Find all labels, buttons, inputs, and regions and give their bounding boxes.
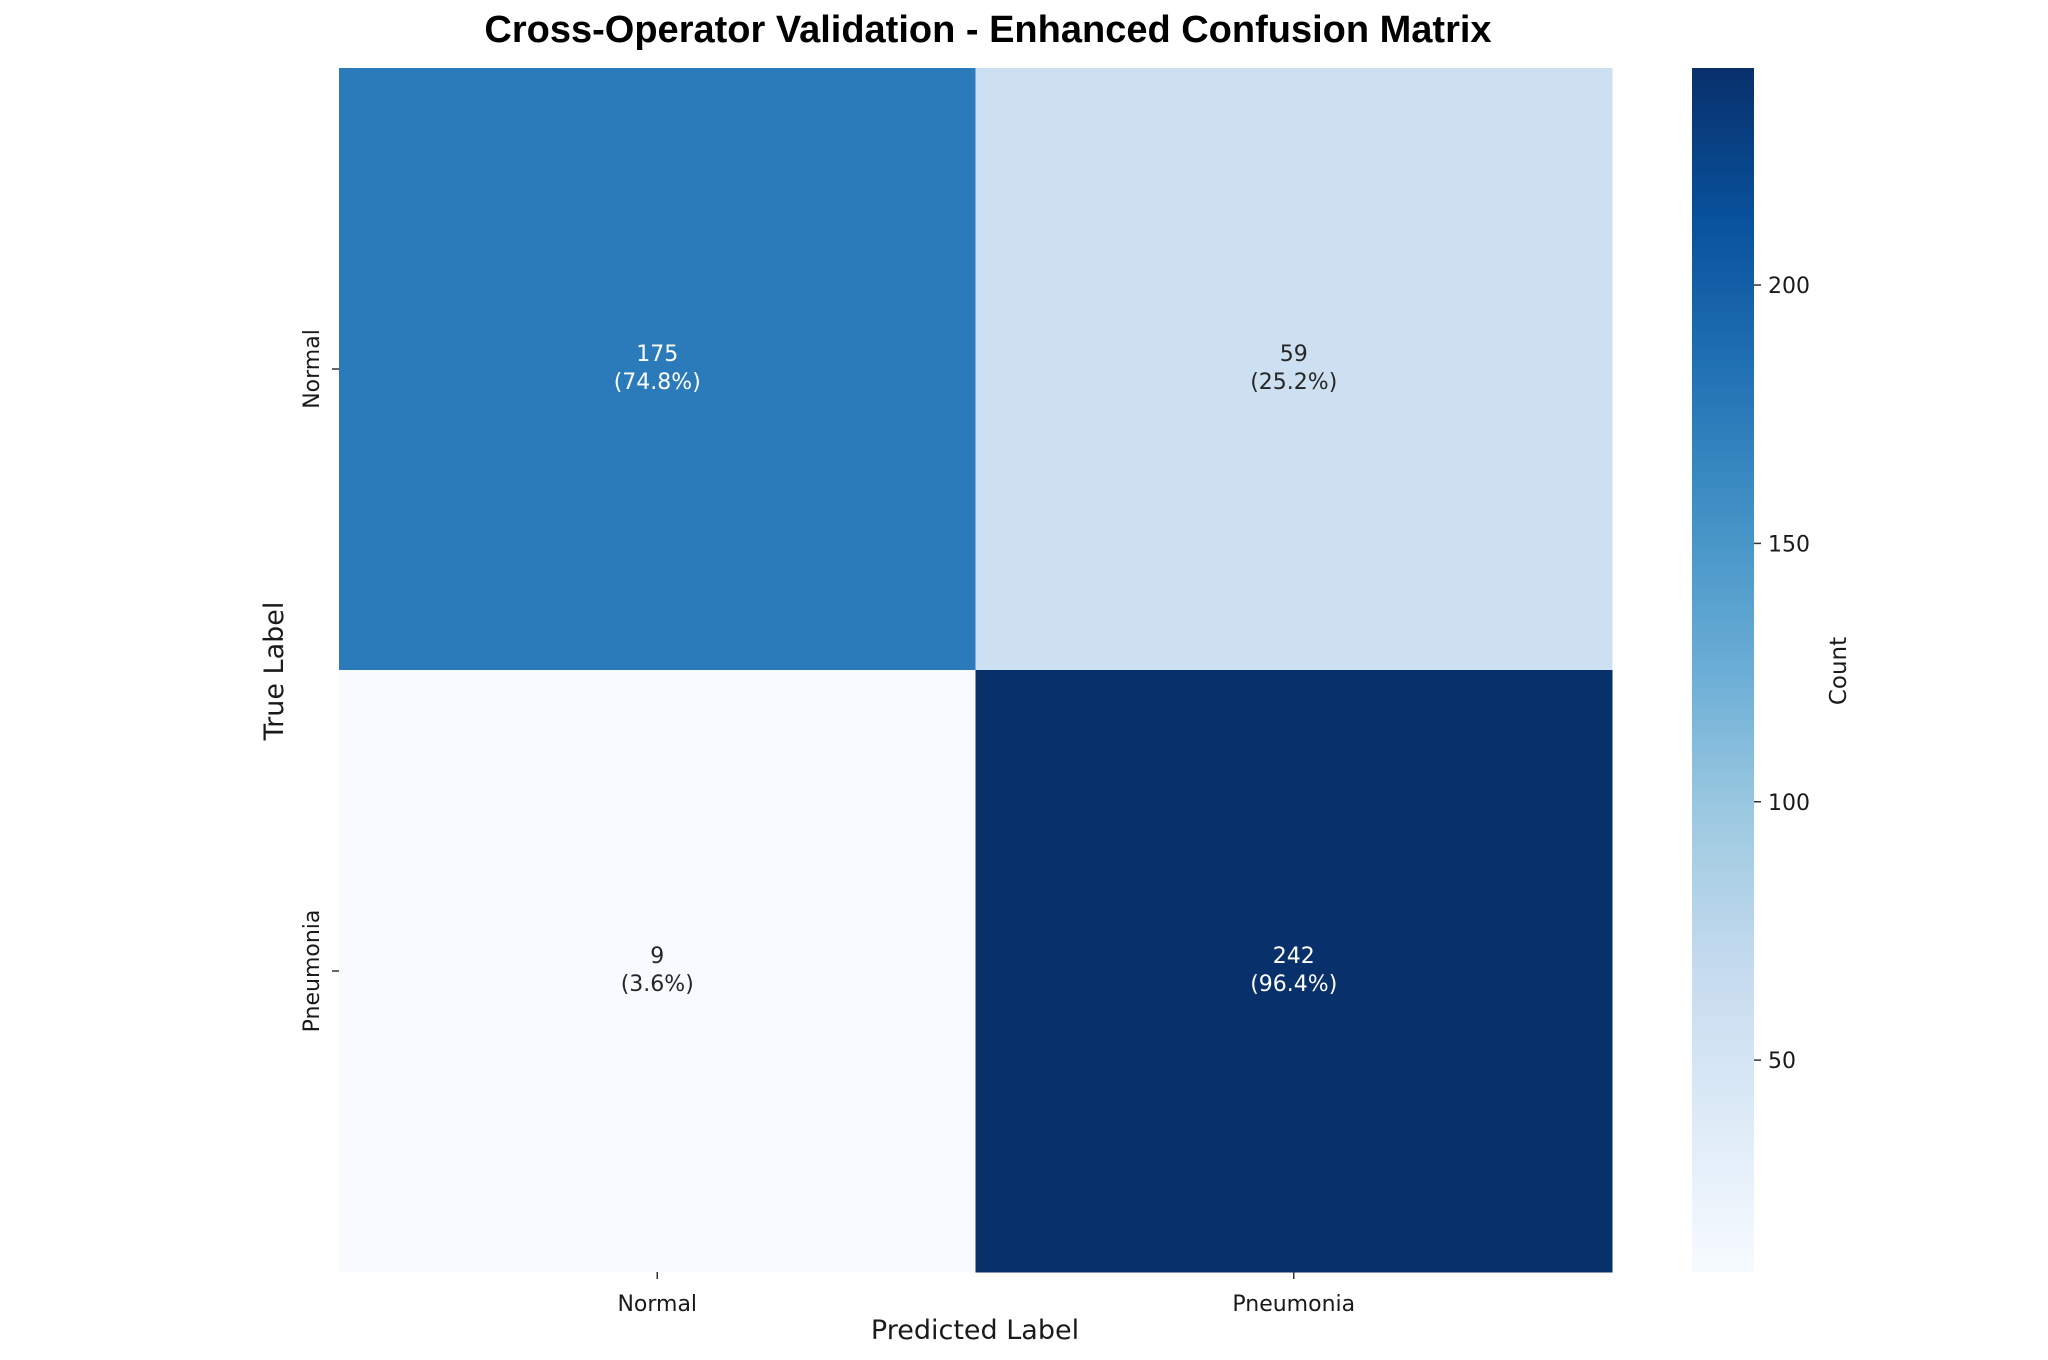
y-tick-label: Normal	[300, 329, 325, 409]
heatmap-cell	[975, 670, 1613, 1273]
cell-percent-label: (96.4%)	[1250, 972, 1337, 997]
heatmap-cells	[339, 68, 1613, 1273]
cell-count-label: 59	[1280, 342, 1308, 367]
colorbar	[1692, 68, 1754, 1272]
cell-count-label: 175	[636, 342, 678, 367]
colorbar-label: Count	[1826, 637, 1852, 705]
cell-percent-label: (25.2%)	[1250, 370, 1337, 395]
colorbar-tick-label: 200	[1768, 274, 1810, 299]
heatmap-cell	[339, 68, 976, 671]
axis-ticks: Normal Pneumonia Normal Pneumonia	[300, 329, 1355, 1317]
colorbar-ticks: 50 100 150 200	[1754, 274, 1810, 1074]
colorbar-tick-label: 150	[1768, 532, 1810, 557]
cell-percent-label: (3.6%)	[621, 972, 694, 997]
colorbar-tick-label: 100	[1768, 791, 1810, 816]
cell-percent-label: (74.8%)	[614, 370, 701, 395]
y-tick-label: Pneumonia	[300, 910, 325, 1033]
y-axis-label: True Label	[259, 602, 290, 742]
cell-count-label: 242	[1273, 944, 1315, 969]
heatmap-cell-labels: 175 (74.8%) 59 (25.2%) 9 (3.6%) 242 (96.4%)	[614, 342, 1338, 997]
heatmap-cell	[339, 670, 976, 1273]
heatmap-cell	[975, 68, 1613, 671]
x-tick-label: Normal	[617, 1292, 697, 1317]
x-axis-label: Predicted Label	[871, 1315, 1079, 1346]
chart-title: Cross-Operator Validation - Enhanced Con…	[484, 9, 1491, 51]
cell-count-label: 9	[650, 944, 664, 969]
colorbar-tick-label: 50	[1768, 1049, 1796, 1074]
x-tick-label: Pneumonia	[1232, 1292, 1355, 1317]
